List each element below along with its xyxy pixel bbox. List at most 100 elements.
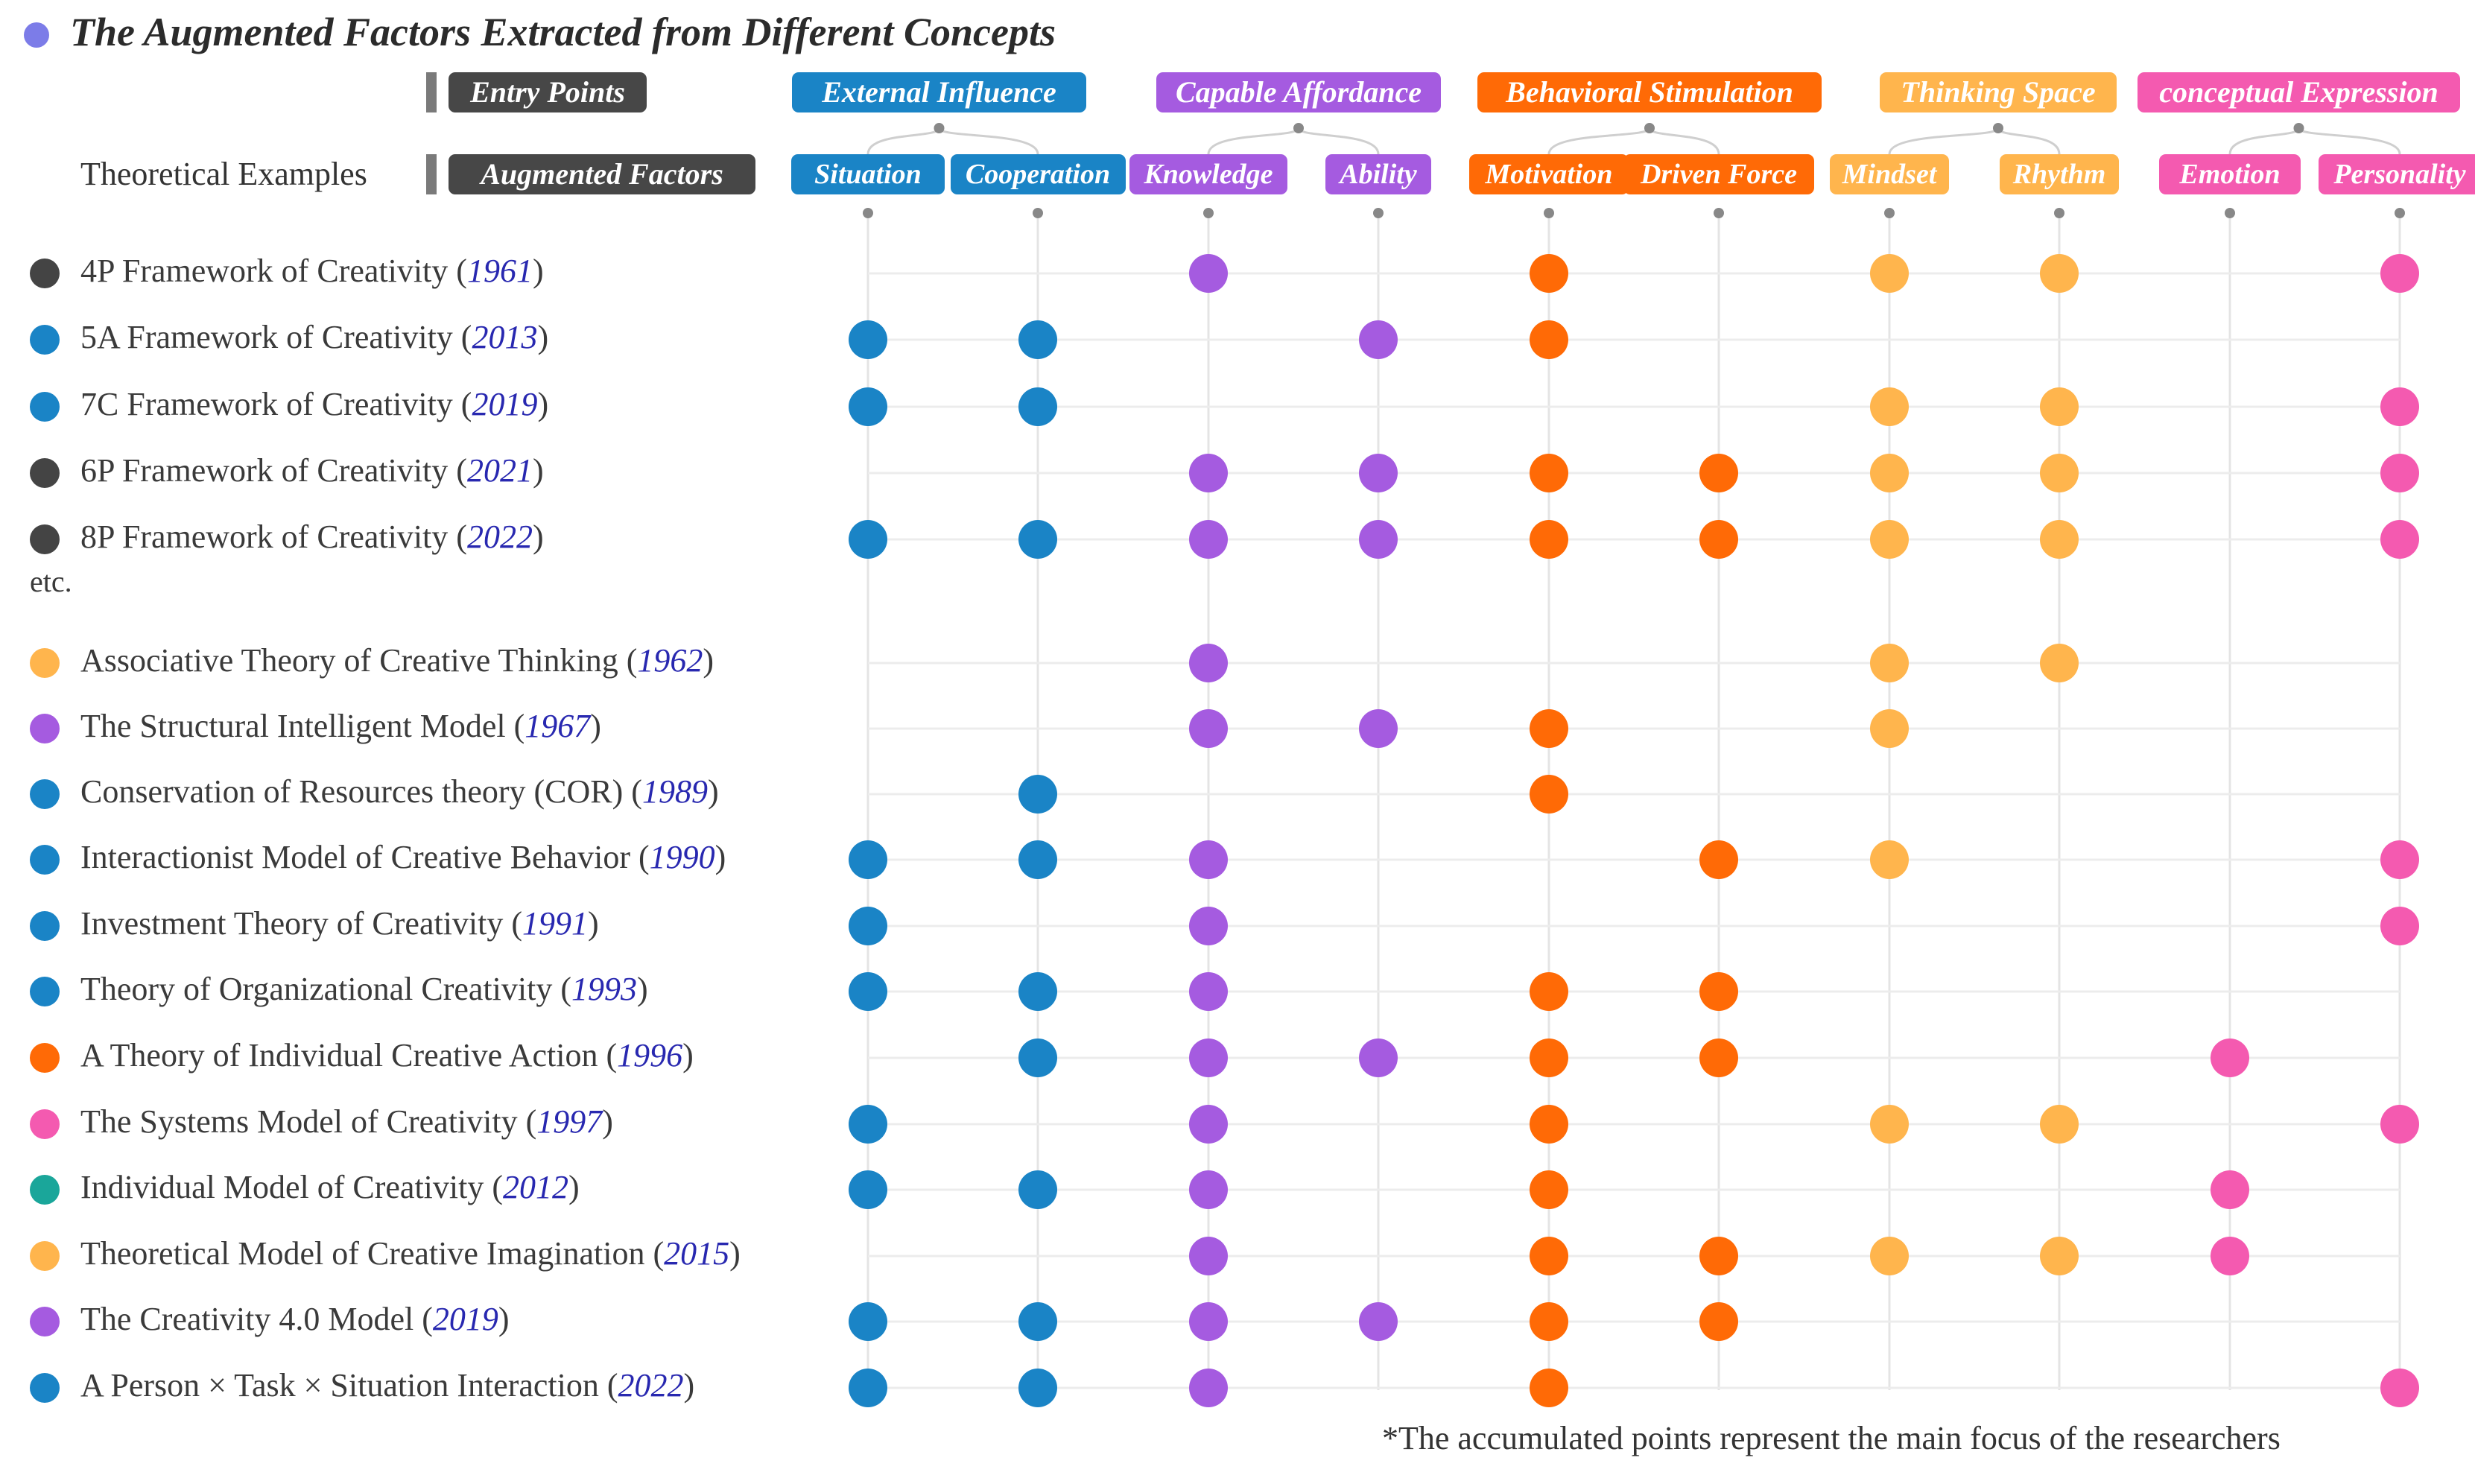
- data-point: [1530, 254, 1568, 293]
- data-point: [1189, 907, 1228, 945]
- row-marker-icon: [30, 1109, 60, 1139]
- data-point: [1189, 1039, 1228, 1077]
- group-connector: [1297, 127, 1380, 155]
- factor-pill: Personality: [2319, 154, 2475, 194]
- data-point: [1530, 454, 1568, 492]
- row-marker-icon: [30, 524, 60, 554]
- data-point: [1189, 254, 1228, 293]
- factor-node: [2225, 208, 2235, 218]
- row-name: Conservation of Resources theory (COR) (: [80, 773, 642, 810]
- row-label: 8P Framework of Creativity (2022): [80, 518, 544, 556]
- group-pill: Capable Affordance: [1156, 72, 1441, 112]
- data-point: [849, 520, 887, 559]
- row-name: Theory of Organizational Creativity (: [80, 971, 571, 1007]
- data-point: [1359, 520, 1398, 559]
- data-point: [1699, 454, 1738, 492]
- data-point: [1530, 1302, 1568, 1341]
- group-connector: [2298, 127, 2401, 155]
- group-connector: [1207, 127, 1300, 155]
- data-point: [1189, 1105, 1228, 1144]
- row-name: A Theory of Individual Creative Action (: [80, 1037, 618, 1074]
- row-year: 1990: [649, 839, 715, 875]
- data-point: [2380, 520, 2419, 559]
- row-year: 1961: [466, 253, 533, 289]
- data-point: [849, 1105, 887, 1144]
- group-node: [934, 123, 945, 133]
- row-paren: ): [537, 319, 549, 355]
- group-pill: External Influence: [792, 72, 1086, 112]
- data-point: [1018, 320, 1057, 359]
- factor-pill: Motivation: [1469, 154, 1629, 194]
- entry-points-marker: [426, 72, 437, 112]
- data-point: [2380, 1369, 2419, 1407]
- data-point: [2380, 1105, 2419, 1144]
- data-point: [2040, 387, 2079, 426]
- row-marker-icon: [30, 714, 60, 743]
- data-point: [2211, 1170, 2249, 1209]
- factor-node: [2395, 208, 2405, 218]
- row-paren: ): [683, 1367, 695, 1404]
- row-year: 1993: [571, 971, 637, 1007]
- row-name: 7C Framework of Creativity (: [80, 386, 472, 422]
- row-marker-icon: [30, 1043, 60, 1073]
- row-paren: ): [537, 386, 549, 422]
- row-label: Individual Model of Creativity (2012): [80, 1168, 580, 1206]
- data-point: [849, 972, 887, 1011]
- data-point: [1870, 520, 1909, 559]
- data-point: [2040, 644, 2079, 682]
- row-label: A Theory of Individual Creative Action (…: [80, 1036, 694, 1074]
- row-paren: ): [532, 519, 544, 555]
- augmented-factors-label: Augmented Factors: [449, 154, 755, 194]
- data-point: [1870, 454, 1909, 492]
- row-year: 1996: [617, 1037, 683, 1074]
- data-point: [1359, 454, 1398, 492]
- data-point: [2040, 254, 2079, 293]
- data-point: [1359, 709, 1398, 748]
- data-point: [2040, 520, 2079, 559]
- row-marker-icon: [30, 779, 60, 809]
- row-marker-icon: [30, 1373, 60, 1403]
- data-point: [1530, 709, 1568, 748]
- data-point: [2211, 1039, 2249, 1077]
- row-year: 2013: [472, 319, 538, 355]
- row-label: The Creativity 4.0 Model (2019): [80, 1300, 510, 1338]
- row-label: Interactionist Model of Creative Behavio…: [80, 838, 726, 876]
- row-paren: ): [532, 452, 544, 489]
- data-point: [1189, 1302, 1228, 1341]
- data-point: [2040, 454, 2079, 492]
- row-paren: ): [707, 773, 719, 810]
- factor-pill: Ability: [1325, 154, 1431, 194]
- row-year: 1991: [522, 905, 589, 942]
- data-point: [1870, 254, 1909, 293]
- row-paren: ): [703, 642, 714, 679]
- row-label: 6P Framework of Creativity (2021): [80, 451, 544, 489]
- data-point: [1870, 840, 1909, 879]
- data-point: [1699, 520, 1738, 559]
- data-point: [1018, 1170, 1057, 1209]
- data-point: [1870, 1105, 1909, 1144]
- factor-node: [863, 208, 873, 218]
- row-paren: ): [498, 1301, 510, 1337]
- group-connector: [1547, 127, 1651, 155]
- row-year: 2022: [466, 519, 533, 555]
- row-marker-icon: [30, 977, 60, 1006]
- row-marker-icon: [30, 1307, 60, 1336]
- data-point: [1359, 1039, 1398, 1077]
- row-name: 4P Framework of Creativity (: [80, 253, 467, 289]
- data-point: [2380, 387, 2419, 426]
- data-point: [2380, 840, 2419, 879]
- data-point: [1530, 1039, 1568, 1077]
- row-year: 2019: [472, 386, 538, 422]
- row-paren: ): [588, 905, 599, 942]
- data-point: [1530, 1237, 1568, 1275]
- factor-pill: Emotion: [2159, 154, 2301, 194]
- data-point: [1530, 520, 1568, 559]
- row-paren: ): [568, 1169, 580, 1205]
- row-marker-icon: [30, 392, 60, 422]
- row-year: 1962: [637, 642, 703, 679]
- factor-node: [1884, 208, 1895, 218]
- data-point: [1189, 709, 1228, 748]
- row-name: Interactionist Model of Creative Behavio…: [80, 839, 650, 875]
- data-point: [1189, 1170, 1228, 1209]
